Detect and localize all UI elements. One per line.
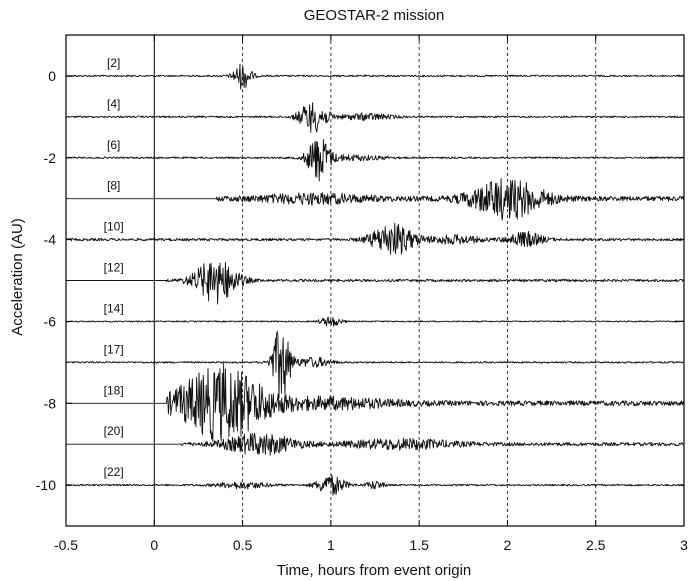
x-tick-label: 3 <box>680 537 688 553</box>
trace-label: [22] <box>104 465 124 479</box>
trace-label: [18] <box>104 383 124 397</box>
y-tick-label: -10 <box>36 477 56 493</box>
trace-label: [4] <box>107 97 120 111</box>
trace-label: [6] <box>107 138 120 152</box>
x-tick-label: 0 <box>150 537 158 553</box>
trace-label: [17] <box>104 342 124 356</box>
x-axis-label: Time, hours from event origin <box>277 562 472 579</box>
y-tick-label: 0 <box>48 68 56 84</box>
x-axis-ticks: -0.5 0 0.5 1 1.5 2 2.5 3 <box>54 35 688 553</box>
trace-8 <box>66 177 684 221</box>
x-tick-label: 1.5 <box>409 537 429 553</box>
trace-2 <box>65 63 684 90</box>
y-tick-label: -4 <box>44 232 57 248</box>
x-tick-label: -0.5 <box>54 537 78 553</box>
trace-20 <box>66 432 684 456</box>
trace-label: [10] <box>104 220 124 234</box>
trace-6 <box>65 138 684 182</box>
trace-label: [20] <box>104 424 124 438</box>
trace-10 <box>65 222 684 255</box>
trace-14 <box>65 316 684 327</box>
x-tick-label: 0.5 <box>233 537 253 553</box>
trace-label: [2] <box>107 56 120 70</box>
y-tick-label: -2 <box>44 150 57 166</box>
trace-label: [8] <box>107 179 120 193</box>
trace-17 <box>65 331 684 399</box>
trace-label: [12] <box>104 261 124 275</box>
trace-labels: [2] [4] [6] [8] [10] [12] [14] [17] [18] [20] [22] <box>104 56 124 479</box>
trace-label: [14] <box>104 301 124 315</box>
trace-22 <box>65 474 684 496</box>
y-tick-label: -8 <box>44 395 57 411</box>
x-tick-label: 2 <box>504 537 512 553</box>
y-tick-label: -6 <box>44 313 57 329</box>
y-axis-label: Acceleration (AU) <box>9 218 26 336</box>
trace-4 <box>65 102 684 133</box>
plot-frame <box>65 34 685 527</box>
trace-18 <box>66 363 685 442</box>
y-axis-ticks: 0 -2 -4 -6 -8 -10 <box>36 68 684 493</box>
trace-12 <box>66 261 684 305</box>
traces <box>65 63 685 496</box>
x-tick-label: 2.5 <box>586 537 606 553</box>
x-tick-label: 1 <box>327 537 335 553</box>
chart-title: GEOSTAR-2 mission <box>304 7 445 24</box>
